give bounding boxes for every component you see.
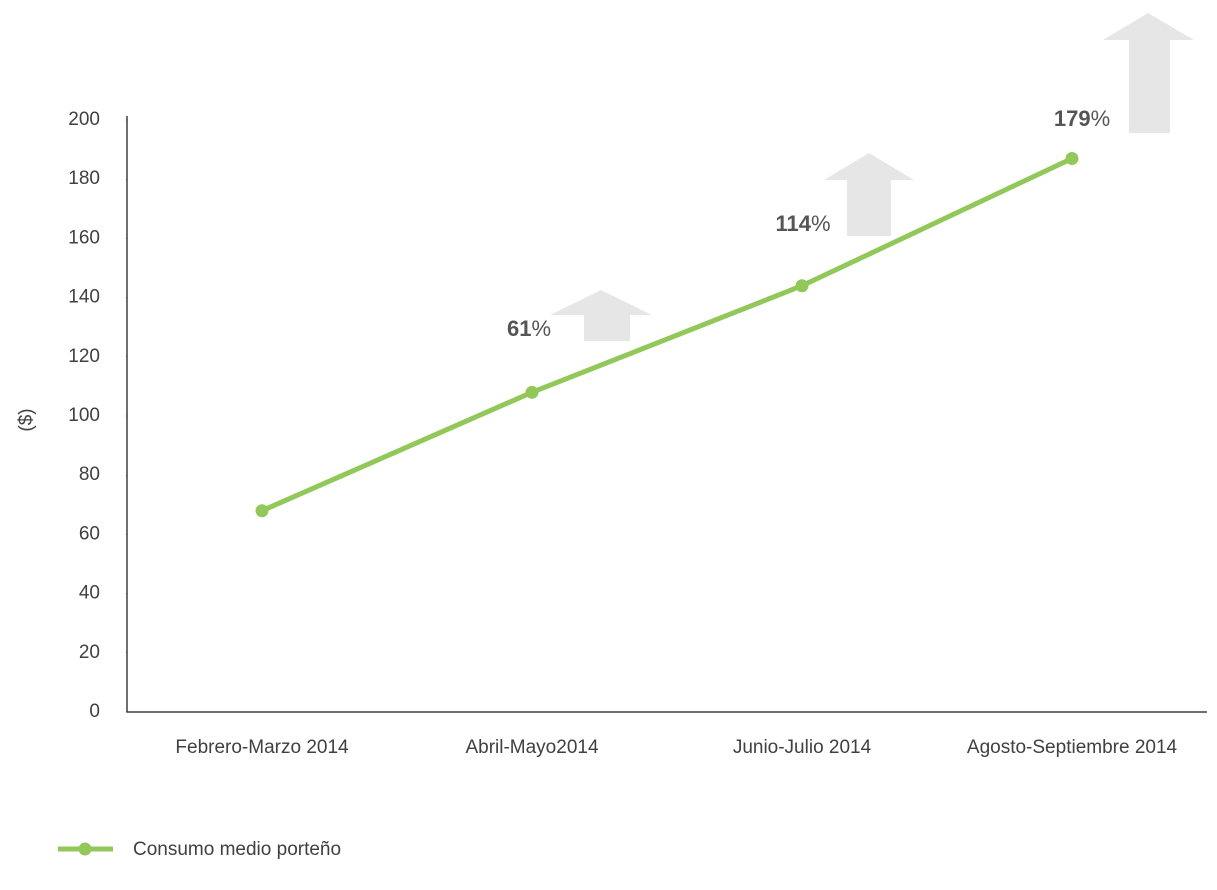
y-tick-label: 80 <box>79 464 100 485</box>
x-tick-label: Agosto-Septiembre 2014 <box>967 737 1178 758</box>
y-tick-label: 180 <box>68 168 100 189</box>
annotation-unit: % <box>811 211 831 236</box>
annotation: 114% <box>775 211 830 236</box>
series-line <box>259 155 1075 514</box>
annotation: 61% <box>507 316 551 341</box>
y-tick-label: 160 <box>68 227 100 248</box>
annotation-number: 179 <box>1054 106 1091 131</box>
annotation-unit: % <box>531 316 551 341</box>
x-tick-label: Febrero-Marzo 2014 <box>175 737 349 758</box>
series-point <box>255 504 269 518</box>
legend-marker <box>78 842 92 856</box>
y-tick-label: 0 <box>89 701 100 722</box>
series-point <box>525 385 539 399</box>
y-tick-label: 120 <box>68 346 100 367</box>
y-tick-label: 60 <box>79 523 100 544</box>
series-point <box>795 279 809 293</box>
annotation-number: 61 <box>507 316 531 341</box>
y-axis-label: ($) <box>16 408 37 431</box>
x-tick-label: Abril-Mayo2014 <box>465 737 598 758</box>
series-point <box>1065 151 1079 165</box>
annotation: 179% <box>1054 106 1110 131</box>
y-tick-label: 140 <box>68 287 100 308</box>
y-tick-label: 100 <box>68 405 100 426</box>
y-tick-label: 200 <box>68 109 100 130</box>
annotation-number: 114 <box>775 211 811 236</box>
arrow <box>1103 13 1194 133</box>
y-tick-label: 40 <box>79 583 100 604</box>
x-tick-label: Junio-Julio 2014 <box>733 737 872 758</box>
y-tick-label: 20 <box>79 642 100 663</box>
annotation-unit: % <box>1091 106 1111 131</box>
arrow <box>550 290 652 341</box>
arrow <box>824 153 914 236</box>
legend-label: Consumo medio porteño <box>133 839 341 860</box>
